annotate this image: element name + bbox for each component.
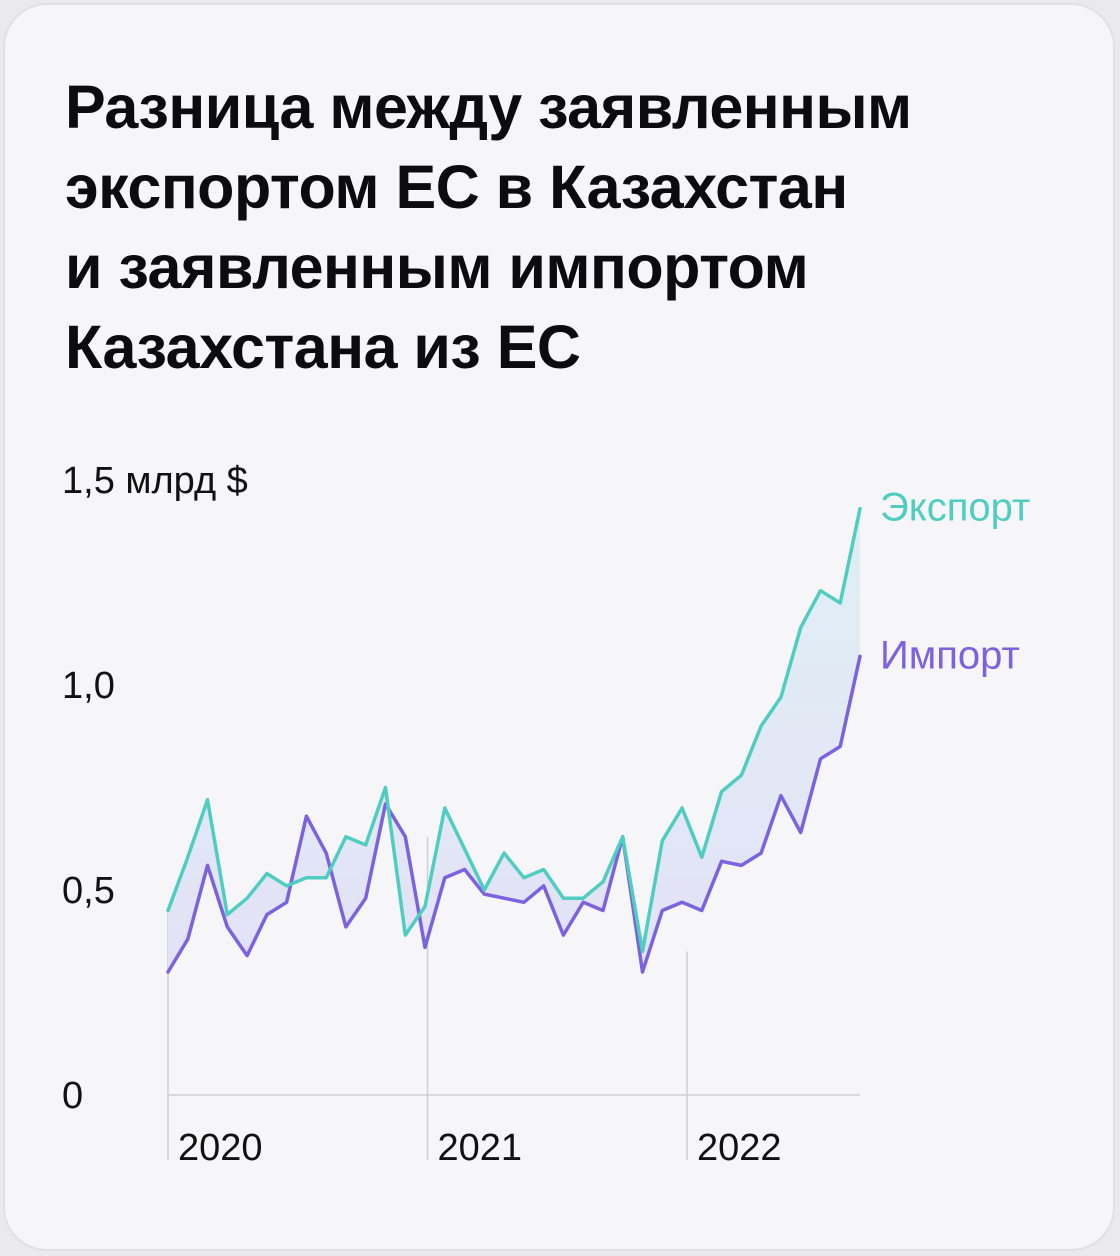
chart-card: Разница между заявленным экспортом ЕС в … xyxy=(3,3,1115,1251)
title-line-4: Казахстана из ЕС xyxy=(65,313,581,381)
import-line xyxy=(166,654,862,974)
title-line-1: Разница между заявленным xyxy=(65,73,912,141)
y-tick-label: 0 xyxy=(62,1075,83,1117)
legend: Экспорт Импорт xyxy=(880,486,1030,678)
legend-export: Экспорт xyxy=(880,486,1030,530)
x-tick-label: 2022 xyxy=(697,1127,782,1169)
x-axis: 2020 2021 2022 xyxy=(178,1127,782,1169)
gap-area xyxy=(168,508,860,972)
y-tick-label: 1,5 млрд $ xyxy=(62,460,248,502)
chart-title: Разница между заявленным экспортом ЕС в … xyxy=(65,67,1065,387)
y-tick-label: 0,5 xyxy=(62,870,115,912)
series-lines xyxy=(166,506,862,974)
x-tick-label: 2020 xyxy=(178,1127,263,1169)
title-line-2: экспортом ЕС в Казахстан xyxy=(65,153,848,221)
export-line xyxy=(166,506,862,954)
legend-import: Импорт xyxy=(880,633,1020,677)
gap-area-layer xyxy=(168,508,860,972)
x-tick-label: 2021 xyxy=(438,1127,523,1169)
title-line-3: и заявленным импортом xyxy=(65,233,809,301)
y-tick-label: 1,0 xyxy=(62,665,115,707)
y-axis: 0 0,5 1,0 1,5 млрд $ xyxy=(62,460,248,1117)
